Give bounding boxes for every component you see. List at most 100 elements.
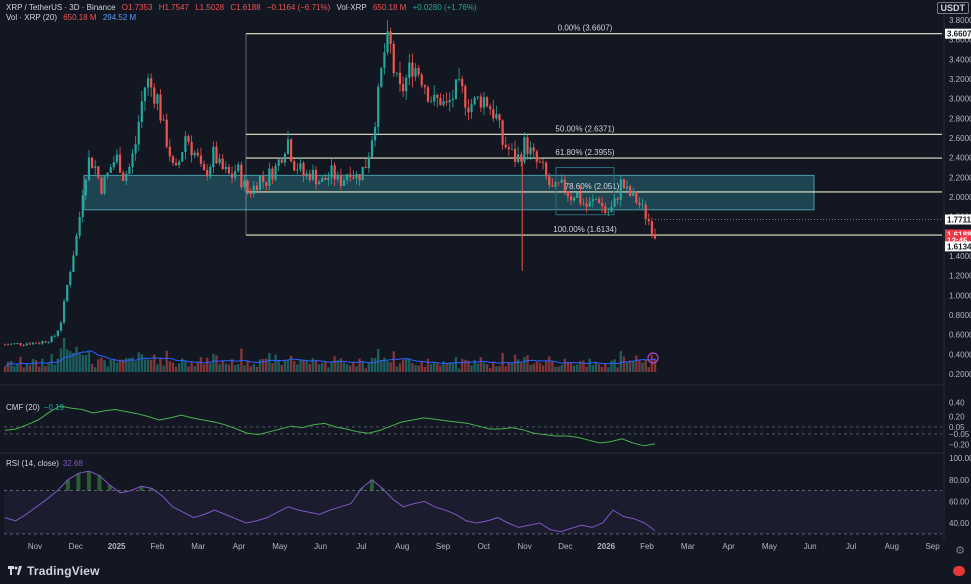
candle-body: [28, 343, 31, 345]
time-axis-tick: Oct: [478, 542, 491, 551]
candle-body: [367, 156, 370, 169]
candle-body: [426, 87, 430, 102]
volume-bar: [314, 360, 318, 372]
candle-body: [650, 221, 653, 234]
volume-bar: [383, 357, 386, 372]
candle-body: [470, 104, 473, 113]
volume-bar: [187, 366, 190, 372]
candle-body: [604, 206, 607, 213]
volume-bar: [218, 364, 221, 372]
volume-label[interactable]: Vol · XRP (20): [6, 13, 57, 22]
volume-bar: [84, 355, 88, 372]
candle-body: [16, 343, 19, 344]
candle-body: [171, 156, 175, 163]
volume-bar: [523, 357, 526, 372]
volume-bar: [34, 360, 38, 372]
candle-body: [206, 169, 209, 177]
volume-bar: [551, 361, 554, 372]
volume-bar: [62, 337, 66, 372]
volume-bar: [498, 366, 501, 372]
candle-body: [311, 169, 314, 180]
candle-body: [489, 106, 492, 110]
volume-bar: [305, 360, 308, 372]
settings-icon[interactable]: ⚙: [955, 545, 965, 557]
volume-bar: [50, 354, 53, 372]
candle-body: [47, 341, 50, 343]
volume-value: 650.18 M: [63, 13, 97, 22]
tradingview-logo[interactable]: TradingView: [8, 564, 100, 578]
rsi-axis-tick: 60.00: [949, 497, 970, 506]
candle-body: [243, 180, 246, 188]
volume-bar: [470, 365, 473, 372]
cmf-legend: CMF (20) −0.19: [6, 403, 64, 412]
candle-body: [221, 158, 224, 170]
volume-bar: [628, 360, 632, 372]
volume-bar: [641, 362, 644, 372]
candle-body: [607, 212, 610, 213]
volume-bar: [404, 358, 408, 372]
volume-bar: [302, 360, 305, 372]
candle-body: [293, 161, 296, 171]
volume-bar: [258, 359, 262, 372]
candle-body: [268, 168, 271, 186]
candle-body: [115, 154, 119, 163]
record-indicator-icon[interactable]: [953, 566, 965, 576]
volume-bar: [600, 366, 604, 372]
candle-body: [218, 158, 221, 164]
volume-bar: [423, 367, 427, 372]
fib-level-label: 61.80% (2.3955): [555, 148, 614, 157]
volume-bar: [162, 365, 165, 372]
price-tag: [945, 214, 971, 225]
volume-bar: [414, 365, 417, 372]
time-axis-tick: Feb: [640, 542, 654, 551]
volume-bar: [417, 365, 420, 372]
symbol-label[interactable]: XRP / TetherUS · 3D · Binance: [6, 3, 116, 12]
candle-body: [405, 77, 408, 92]
time-axis-tick: Apr: [722, 542, 735, 551]
volume-bar: [230, 359, 234, 372]
rsi-label[interactable]: RSI (14, close): [6, 459, 59, 468]
candle-body: [591, 199, 594, 202]
volume-bar: [532, 363, 535, 372]
rsi-overbought-fill: [65, 471, 385, 491]
candle-body: [532, 147, 535, 152]
volume-legend: Vol · XRP (20) 650.18 M 294.52 M: [6, 13, 140, 22]
candle-body: [395, 72, 398, 74]
cmf-label[interactable]: CMF (20): [6, 403, 40, 412]
volume-bar: [237, 363, 240, 372]
candle-body: [302, 163, 305, 177]
candle-body: [467, 107, 470, 113]
volume-bar: [451, 362, 455, 372]
candle-body: [457, 78, 461, 80]
currency-button[interactable]: USDT: [936, 2, 969, 14]
candle-body: [507, 147, 510, 150]
volume-bar: [97, 359, 100, 372]
vol-pair-label: Vol·XRP: [336, 3, 367, 12]
volume-bar: [442, 361, 445, 372]
volume-ma-line: [4, 350, 656, 368]
volume-bar: [181, 358, 184, 372]
candle-body: [429, 101, 433, 103]
price-axis-tick: 2.2000: [949, 173, 971, 182]
volume-bar: [106, 366, 109, 372]
volume-bar: [156, 364, 159, 372]
candle-body: [308, 173, 311, 180]
volume-bar: [118, 359, 122, 372]
candle-body: [526, 137, 529, 155]
candle-body: [72, 255, 75, 272]
volume-bar: [293, 361, 296, 372]
candle-body: [75, 235, 78, 256]
volume-bar: [53, 364, 56, 372]
volume-bar: [171, 362, 175, 372]
volume-bar: [504, 366, 507, 372]
candle-body: [274, 165, 277, 180]
candle-body: [296, 169, 299, 171]
volume-bar: [361, 361, 364, 372]
volume-bar: [140, 354, 144, 372]
volume-bar: [526, 355, 529, 372]
volume-bar: [638, 360, 641, 372]
volume-bar: [345, 364, 349, 372]
